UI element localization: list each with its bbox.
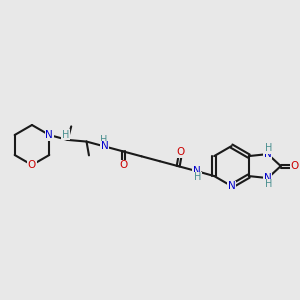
Text: N: N (101, 142, 109, 152)
Text: H: H (265, 143, 272, 153)
Text: O: O (119, 160, 127, 170)
Text: N: N (264, 149, 272, 159)
Text: H: H (194, 172, 201, 182)
Text: N: N (264, 173, 272, 183)
Text: H: H (62, 130, 69, 140)
Text: H: H (100, 136, 107, 146)
Text: N: N (45, 130, 53, 140)
Text: N: N (193, 166, 200, 176)
Text: N: N (228, 181, 236, 191)
Text: O: O (176, 147, 185, 158)
Text: O: O (28, 160, 36, 170)
Text: O: O (291, 161, 299, 171)
Text: H: H (265, 179, 272, 189)
